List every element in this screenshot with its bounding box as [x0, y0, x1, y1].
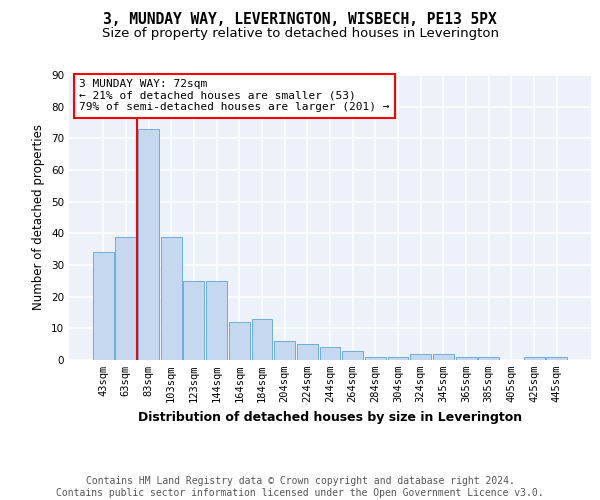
Bar	[184, 281, 205, 360]
Bar	[478, 357, 499, 360]
Bar	[388, 357, 409, 360]
Bar	[229, 322, 250, 360]
Bar	[161, 236, 182, 360]
Y-axis label: Number of detached properties: Number of detached properties	[32, 124, 46, 310]
Text: Contains HM Land Registry data © Crown copyright and database right 2024.
Contai: Contains HM Land Registry data © Crown c…	[56, 476, 544, 498]
X-axis label: Distribution of detached houses by size in Leverington: Distribution of detached houses by size …	[138, 410, 522, 424]
Text: Size of property relative to detached houses in Leverington: Size of property relative to detached ho…	[101, 28, 499, 40]
Bar	[547, 357, 567, 360]
Bar	[251, 319, 272, 360]
Bar	[93, 252, 113, 360]
Bar	[410, 354, 431, 360]
Bar	[274, 341, 295, 360]
Bar	[365, 357, 386, 360]
Text: 3, MUNDAY WAY, LEVERINGTON, WISBECH, PE13 5PX: 3, MUNDAY WAY, LEVERINGTON, WISBECH, PE1…	[103, 12, 497, 28]
Bar	[524, 357, 545, 360]
Bar	[138, 129, 159, 360]
Bar	[206, 281, 227, 360]
Bar	[320, 348, 340, 360]
Bar	[455, 357, 476, 360]
Text: 3 MUNDAY WAY: 72sqm
← 21% of detached houses are smaller (53)
79% of semi-detach: 3 MUNDAY WAY: 72sqm ← 21% of detached ho…	[79, 80, 390, 112]
Bar	[297, 344, 318, 360]
Bar	[115, 236, 136, 360]
Bar	[433, 354, 454, 360]
Bar	[342, 350, 363, 360]
